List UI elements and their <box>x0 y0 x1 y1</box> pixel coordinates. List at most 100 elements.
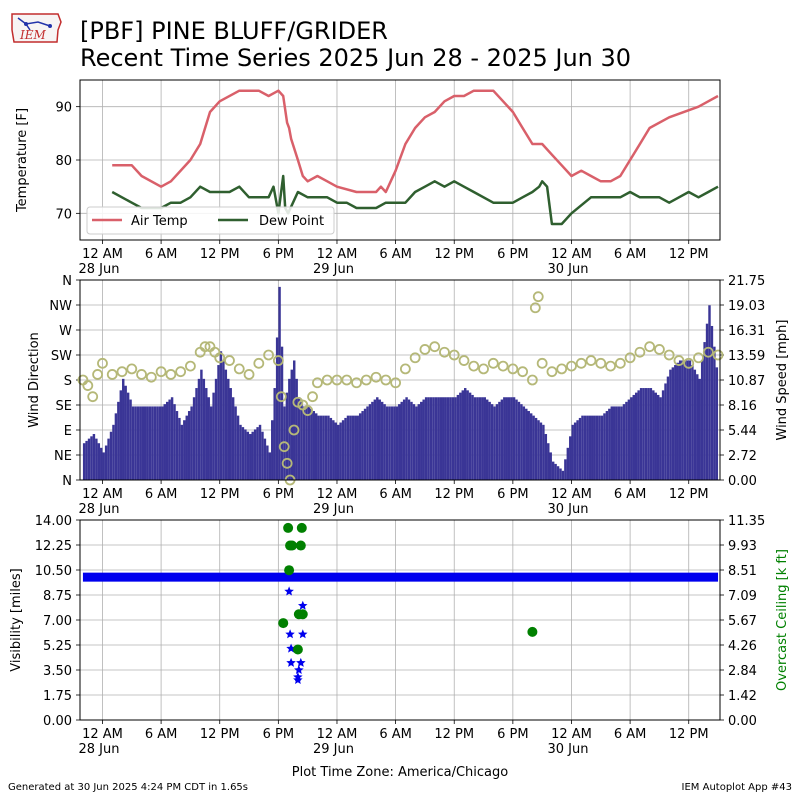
wind-speed-bar <box>344 417 347 480</box>
wind-speed-bar <box>493 406 496 480</box>
x-axis-label: Plot Time Zone: America/Chicago <box>292 765 508 780</box>
x-tick-label: 12 AM <box>82 487 123 502</box>
wind-speed-bar <box>258 424 262 480</box>
wind-speed-bar <box>178 417 181 480</box>
wind-speed-bar <box>591 415 594 480</box>
wind-direction-point <box>92 369 103 380</box>
wind-direction-point <box>419 344 431 355</box>
wind-speed-bar <box>378 399 381 480</box>
x-tick-label: 12 AM <box>551 487 592 502</box>
wind-speed-bar <box>395 406 399 480</box>
wind-speed-bar <box>398 404 401 480</box>
direction-tick-label: S <box>64 374 72 389</box>
wind-speed-bar <box>400 401 403 480</box>
wind-speed-bar <box>341 420 345 480</box>
legend: Air Temp Dew Point <box>86 206 335 235</box>
wind-speed-bar <box>205 388 208 480</box>
wind-speed-bar <box>520 404 523 480</box>
wind-speed-bar <box>615 406 618 480</box>
chart-title-line2: Recent Time Series 2025 Jun 28 - 2025 Ju… <box>80 44 632 72</box>
wind-speed-bar <box>336 424 340 480</box>
wind-speed-bar <box>351 415 355 480</box>
wind-direction-point <box>458 355 470 366</box>
wind-speed-bar <box>197 378 201 480</box>
wind-speed-bar <box>405 397 408 480</box>
wind-speed-bar <box>625 401 628 480</box>
x-tick-date-label: 29 Jun <box>313 502 354 517</box>
wind-speed-bar <box>698 378 701 480</box>
wind-speed-bar <box>437 397 440 480</box>
visibility-point <box>293 675 303 684</box>
wind-speed-bar <box>356 415 359 480</box>
wind-speed-bar <box>515 399 518 480</box>
visibility-tick-label: 14.00 <box>35 514 72 529</box>
wind-speed-bar <box>681 360 684 480</box>
ceiling-point <box>292 644 303 655</box>
wind-speed-bar <box>90 436 93 480</box>
ceiling-tick-label: 7.09 <box>728 589 757 604</box>
wind-direction-point <box>185 360 196 372</box>
wind-speed-bar <box>363 408 367 480</box>
wind-speed-bar <box>654 392 657 480</box>
wind-speed-bar <box>488 401 491 480</box>
wind-direction-point <box>605 360 616 372</box>
network-node <box>24 22 28 26</box>
ceiling-point <box>287 540 298 551</box>
wind-speed-bar <box>578 417 582 480</box>
y-axis-label: Wind Speed [mph] <box>775 320 790 441</box>
wind-speed-bar <box>334 422 337 480</box>
wind-speed-bar <box>163 404 166 480</box>
wind-speed-bar <box>195 388 198 480</box>
wind-speed-bar <box>180 424 184 480</box>
wind-speed-bar <box>598 415 601 480</box>
wind-direction-point <box>370 371 382 383</box>
wind-direction-point <box>272 355 284 366</box>
wind-speed-bar <box>136 406 140 480</box>
wind-direction-point <box>341 374 353 386</box>
direction-tick-label: SW <box>51 349 72 364</box>
air-temp-line <box>112 89 719 194</box>
wind-speed-bar <box>412 404 416 480</box>
x-tick-label: 6 AM <box>145 247 178 262</box>
wind-direction-point <box>87 391 99 403</box>
wind-direction-point <box>507 363 519 375</box>
wind-direction-point <box>155 366 167 378</box>
wind-speed-bar <box>617 406 621 480</box>
wind-direction-point <box>673 355 685 366</box>
wind-direction-point <box>448 349 460 361</box>
wind-speed-bar <box>373 399 377 480</box>
x-tick-label: 6 PM <box>497 727 528 742</box>
wind-speed-bar <box>661 390 665 480</box>
wind-speed-bar <box>302 406 306 480</box>
wind-direction-point <box>302 405 314 416</box>
wind-speed-bar <box>268 452 272 480</box>
wind-speed-bar <box>410 401 413 480</box>
wind-speed-bar <box>647 388 650 480</box>
x-tick-label: 12 AM <box>551 727 592 742</box>
x-tick-label: 6 AM <box>145 727 178 742</box>
wind-speed-bar <box>642 388 645 480</box>
wind-speed-bar <box>537 420 540 480</box>
wind-speed-bar <box>227 378 230 480</box>
wind-speed-bar <box>388 406 391 480</box>
wind-speed-bar <box>241 427 245 480</box>
wind-direction-point <box>429 341 441 353</box>
wind-speed-bar <box>454 397 457 480</box>
wind-speed-bar <box>104 445 108 480</box>
wind-speed-bar <box>256 427 259 480</box>
wind-speed-bar <box>671 367 675 480</box>
wind-speed-bar <box>713 346 716 480</box>
x-tick-label: 12 AM <box>317 487 358 502</box>
x-tick-date-label: 28 Jun <box>78 742 119 757</box>
wind-direction-point <box>380 374 392 386</box>
wind-speed-bar <box>588 415 592 480</box>
wind-direction-point <box>116 366 128 378</box>
wind-speed-bar <box>505 397 508 480</box>
wind-speed-bar <box>95 438 98 480</box>
wind-direction-point <box>529 302 541 314</box>
dew-point-line <box>111 174 719 226</box>
wind-speed-bar <box>124 385 127 480</box>
wind-speed-bar <box>156 406 159 480</box>
ceiling-tick-label: 2.84 <box>728 664 757 679</box>
